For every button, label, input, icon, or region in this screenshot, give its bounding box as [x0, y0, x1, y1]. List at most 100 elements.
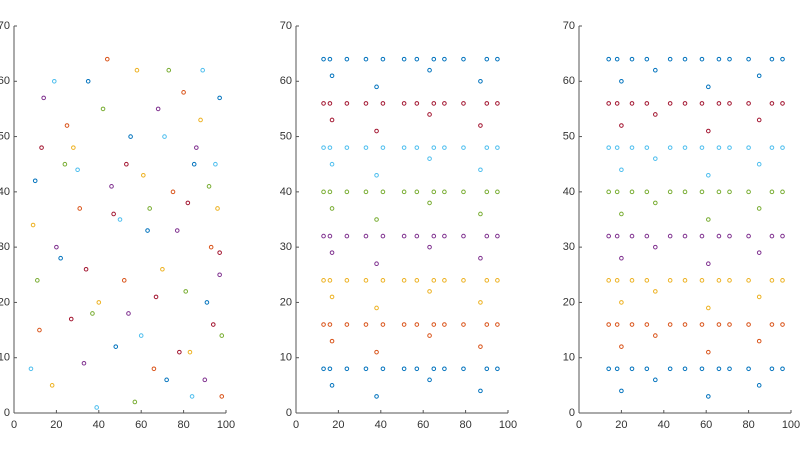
point [699, 56, 705, 62]
point [667, 145, 673, 150]
point [780, 233, 785, 239]
point [769, 101, 775, 106]
point [619, 300, 624, 305]
point [427, 377, 432, 383]
point [667, 366, 673, 372]
point [414, 278, 420, 283]
point [210, 322, 216, 327]
point [132, 399, 138, 405]
point [85, 78, 91, 84]
point [495, 233, 500, 239]
x-tick-label: 60 [417, 419, 429, 431]
point [117, 217, 123, 222]
point [484, 322, 490, 327]
y-tick-label: 70 [563, 20, 575, 32]
point [442, 366, 447, 372]
point [746, 145, 751, 150]
point [174, 228, 180, 233]
x-tick-label: 100 [217, 419, 235, 431]
point [461, 145, 466, 150]
point [155, 106, 161, 112]
point [706, 128, 711, 134]
point [28, 366, 34, 372]
y-tick-label: 40 [0, 186, 10, 198]
point [706, 261, 711, 267]
point [344, 56, 350, 62]
point [427, 244, 432, 250]
point [380, 366, 386, 372]
point [431, 322, 437, 327]
point [614, 322, 620, 327]
point [329, 73, 335, 79]
point [478, 123, 483, 128]
y-tick-label: 50 [563, 130, 575, 142]
point [327, 56, 333, 62]
point [327, 145, 333, 150]
point [478, 167, 483, 173]
point [716, 322, 722, 327]
point [208, 244, 214, 250]
point [431, 145, 437, 150]
point [769, 56, 775, 62]
point [727, 101, 732, 106]
point [414, 189, 420, 195]
point [682, 366, 688, 372]
point [682, 56, 688, 62]
x-tick-label: 60 [135, 419, 147, 431]
y-tick-label: 10 [0, 352, 10, 364]
y-tick-label: 40 [280, 186, 292, 198]
point [90, 311, 95, 316]
point [644, 233, 650, 239]
point [202, 377, 208, 383]
point [363, 56, 369, 62]
point [374, 84, 379, 90]
y-tick-label: 50 [280, 130, 292, 142]
point [644, 366, 650, 372]
point [414, 101, 420, 106]
y-tick-label: 0 [286, 407, 292, 419]
point [329, 294, 335, 300]
point [321, 366, 326, 372]
point [727, 322, 732, 327]
point [461, 189, 466, 195]
point [363, 322, 369, 327]
point [619, 255, 624, 261]
point [682, 278, 688, 283]
point [653, 377, 658, 383]
point [619, 78, 624, 84]
point [727, 233, 732, 239]
point [629, 322, 635, 327]
point [644, 56, 650, 62]
point [35, 278, 40, 283]
point [217, 95, 222, 101]
point [699, 189, 705, 195]
point [160, 266, 165, 272]
point [374, 394, 379, 399]
point [121, 278, 127, 283]
point [653, 333, 658, 338]
point [727, 366, 732, 372]
point [380, 189, 386, 195]
point [619, 211, 624, 217]
x-tick-label: 20 [615, 419, 627, 431]
point [461, 233, 466, 239]
point [495, 56, 500, 62]
point [756, 250, 762, 255]
point [706, 305, 711, 311]
point [484, 101, 490, 106]
point [185, 200, 191, 206]
point [727, 145, 732, 150]
point [321, 56, 326, 62]
point [363, 278, 369, 283]
point [327, 366, 333, 372]
x-tick-label: 40 [658, 419, 670, 431]
point [219, 333, 225, 338]
point [746, 278, 751, 283]
x-tick-label: 20 [50, 419, 62, 431]
point [756, 73, 762, 79]
point [321, 233, 326, 239]
point [374, 172, 379, 178]
point [414, 366, 420, 372]
point [682, 145, 688, 150]
point [606, 145, 611, 150]
